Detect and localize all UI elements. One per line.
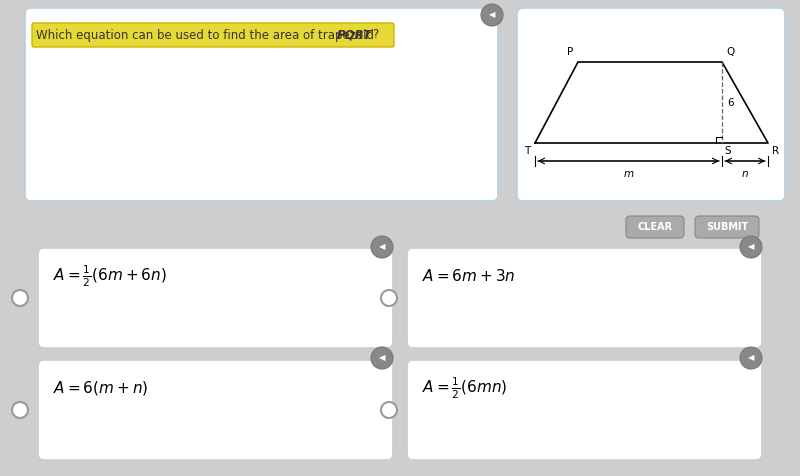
- Text: ◀: ◀: [489, 10, 495, 20]
- Text: $A = \frac{1}{2}(6mn)$: $A = \frac{1}{2}(6mn)$: [422, 375, 507, 401]
- Text: P: P: [566, 47, 573, 57]
- Text: $A = 6(m + n)$: $A = 6(m + n)$: [53, 379, 149, 397]
- FancyBboxPatch shape: [32, 23, 394, 47]
- Text: CLEAR: CLEAR: [638, 222, 673, 232]
- Text: SUBMIT: SUBMIT: [706, 222, 748, 232]
- Text: Which equation can be used to find the area of trapezoid: Which equation can be used to find the a…: [36, 29, 378, 41]
- Text: T: T: [524, 146, 530, 156]
- FancyBboxPatch shape: [407, 248, 762, 348]
- FancyBboxPatch shape: [407, 360, 762, 460]
- Text: ◀: ◀: [378, 354, 386, 363]
- Circle shape: [740, 347, 762, 369]
- FancyBboxPatch shape: [626, 216, 684, 238]
- Circle shape: [740, 236, 762, 258]
- Circle shape: [371, 236, 393, 258]
- Text: $n$: $n$: [741, 169, 749, 179]
- FancyBboxPatch shape: [38, 360, 393, 460]
- Text: ◀: ◀: [748, 242, 754, 251]
- Text: ◀: ◀: [378, 242, 386, 251]
- Circle shape: [381, 402, 397, 418]
- Text: $A = \frac{1}{2}(6m + 6n)$: $A = \frac{1}{2}(6m + 6n)$: [53, 263, 167, 289]
- Text: S: S: [724, 146, 730, 156]
- Circle shape: [381, 290, 397, 306]
- Text: PQRT: PQRT: [337, 29, 372, 41]
- Text: R: R: [772, 146, 779, 156]
- Text: ◀: ◀: [748, 354, 754, 363]
- Circle shape: [12, 290, 28, 306]
- Text: $m$: $m$: [623, 169, 634, 179]
- Text: ?: ?: [372, 29, 378, 41]
- Text: 6: 6: [727, 98, 734, 108]
- FancyBboxPatch shape: [38, 248, 393, 348]
- Text: Q: Q: [726, 47, 734, 57]
- Circle shape: [371, 347, 393, 369]
- Circle shape: [481, 4, 503, 26]
- FancyBboxPatch shape: [517, 8, 785, 201]
- Text: $A = 6m + 3n$: $A = 6m + 3n$: [422, 268, 515, 284]
- Circle shape: [12, 402, 28, 418]
- FancyBboxPatch shape: [695, 216, 759, 238]
- FancyBboxPatch shape: [25, 8, 498, 201]
